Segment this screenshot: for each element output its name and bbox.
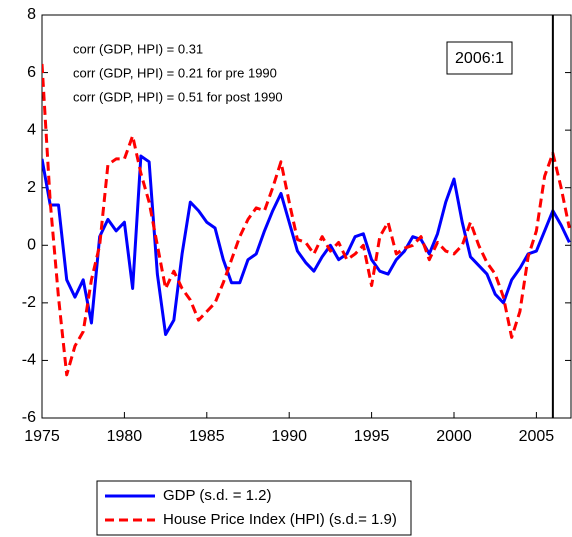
x-tick-label: 2000: [436, 428, 472, 445]
plot-frame: [41, 14, 572, 419]
x-tick-label: 1975: [24, 428, 60, 445]
y-tick-label: 8: [27, 6, 36, 23]
marker-label-box: [446, 41, 513, 75]
y-tick-label: -2: [22, 294, 36, 311]
y-tick-label: 6: [27, 64, 36, 81]
y-tick-label: -4: [22, 352, 36, 369]
marker-label: 2006:1: [455, 50, 504, 67]
y-tick-label: 0: [27, 237, 36, 254]
annotation: corr (GDP, HPI) = 0.31: [73, 41, 203, 56]
x-tick-label: 1995: [354, 428, 390, 445]
legend-label: GDP (s.d. = 1.2): [163, 487, 272, 504]
legend-label: House Price Index (HPI) (s.d.= 1.9): [163, 511, 397, 528]
legend: [96, 480, 412, 536]
x-tick-label: 1985: [189, 428, 225, 445]
annotation: corr (GDP, HPI) = 0.51 for post 1990: [73, 89, 283, 104]
x-tick-label: 2005: [519, 428, 555, 445]
y-tick-label: -6: [22, 409, 36, 426]
y-tick-label: 4: [27, 121, 36, 138]
y-tick-label: 2: [27, 179, 36, 196]
series-line: [42, 154, 571, 337]
x-tick-label: 1990: [271, 428, 307, 445]
annotation: corr (GDP, HPI) = 0.21 for pre 1990: [73, 65, 277, 80]
series-line: [42, 63, 571, 377]
x-tick-label: 1980: [107, 428, 143, 445]
